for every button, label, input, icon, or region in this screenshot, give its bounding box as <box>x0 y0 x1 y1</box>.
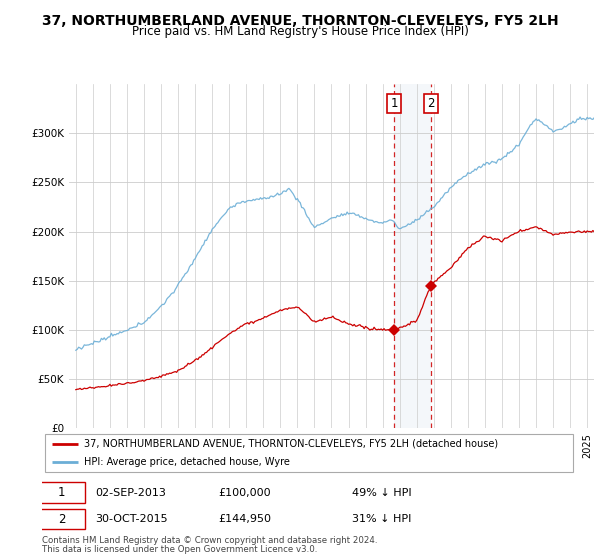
Text: £100,000: £100,000 <box>218 488 271 498</box>
Text: 1: 1 <box>391 97 398 110</box>
Text: 2: 2 <box>427 97 434 110</box>
Text: £144,950: £144,950 <box>218 514 271 524</box>
Text: 37, NORTHUMBERLAND AVENUE, THORNTON-CLEVELEYS, FY5 2LH: 37, NORTHUMBERLAND AVENUE, THORNTON-CLEV… <box>41 14 559 28</box>
Text: 2: 2 <box>58 512 65 526</box>
Text: 49% ↓ HPI: 49% ↓ HPI <box>352 488 412 498</box>
Text: Price paid vs. HM Land Registry's House Price Index (HPI): Price paid vs. HM Land Registry's House … <box>131 25 469 38</box>
Text: 1: 1 <box>58 486 65 499</box>
Text: Contains HM Land Registry data © Crown copyright and database right 2024.: Contains HM Land Registry data © Crown c… <box>42 536 377 545</box>
FancyBboxPatch shape <box>40 483 85 503</box>
Text: 31% ↓ HPI: 31% ↓ HPI <box>352 514 411 524</box>
FancyBboxPatch shape <box>40 509 85 529</box>
Text: 02-SEP-2013: 02-SEP-2013 <box>95 488 166 498</box>
Text: 30-OCT-2015: 30-OCT-2015 <box>95 514 168 524</box>
Text: 37, NORTHUMBERLAND AVENUE, THORNTON-CLEVELEYS, FY5 2LH (detached house): 37, NORTHUMBERLAND AVENUE, THORNTON-CLEV… <box>83 439 498 449</box>
Text: HPI: Average price, detached house, Wyre: HPI: Average price, detached house, Wyre <box>83 458 290 467</box>
Bar <box>394 84 431 428</box>
Text: This data is licensed under the Open Government Licence v3.0.: This data is licensed under the Open Gov… <box>42 545 317 554</box>
FancyBboxPatch shape <box>44 435 573 472</box>
